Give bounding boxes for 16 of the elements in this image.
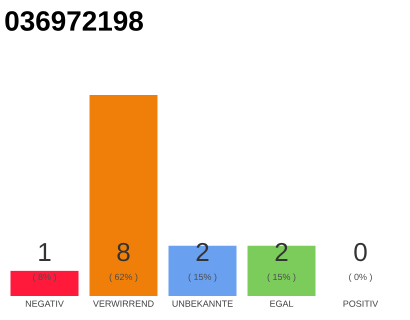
- chart-title: 036972198: [5, 11, 143, 31]
- annotation: ( 62% ): [110, 274, 138, 282]
- annotation: ( 0% ): [349, 274, 372, 282]
- x-tick-label: EGAL: [270, 300, 294, 307]
- x-tick-label: NEGATIV: [26, 300, 64, 307]
- annotation: ( 8% ): [33, 274, 56, 282]
- data-label: 8: [117, 242, 130, 262]
- x-tick-label: VERWIRREND: [92, 300, 154, 307]
- data-label: 0: [354, 242, 367, 262]
- data-label: 1: [39, 243, 50, 261]
- data-label: 2: [196, 242, 208, 261]
- data-label: 2: [276, 242, 288, 261]
- x-tick-label: UNBEKANNTE: [172, 300, 233, 307]
- annotation: ( 15% ): [268, 274, 296, 282]
- x-tick-label: POSITIV: [344, 300, 378, 307]
- annotation: ( 15% ): [188, 274, 216, 282]
